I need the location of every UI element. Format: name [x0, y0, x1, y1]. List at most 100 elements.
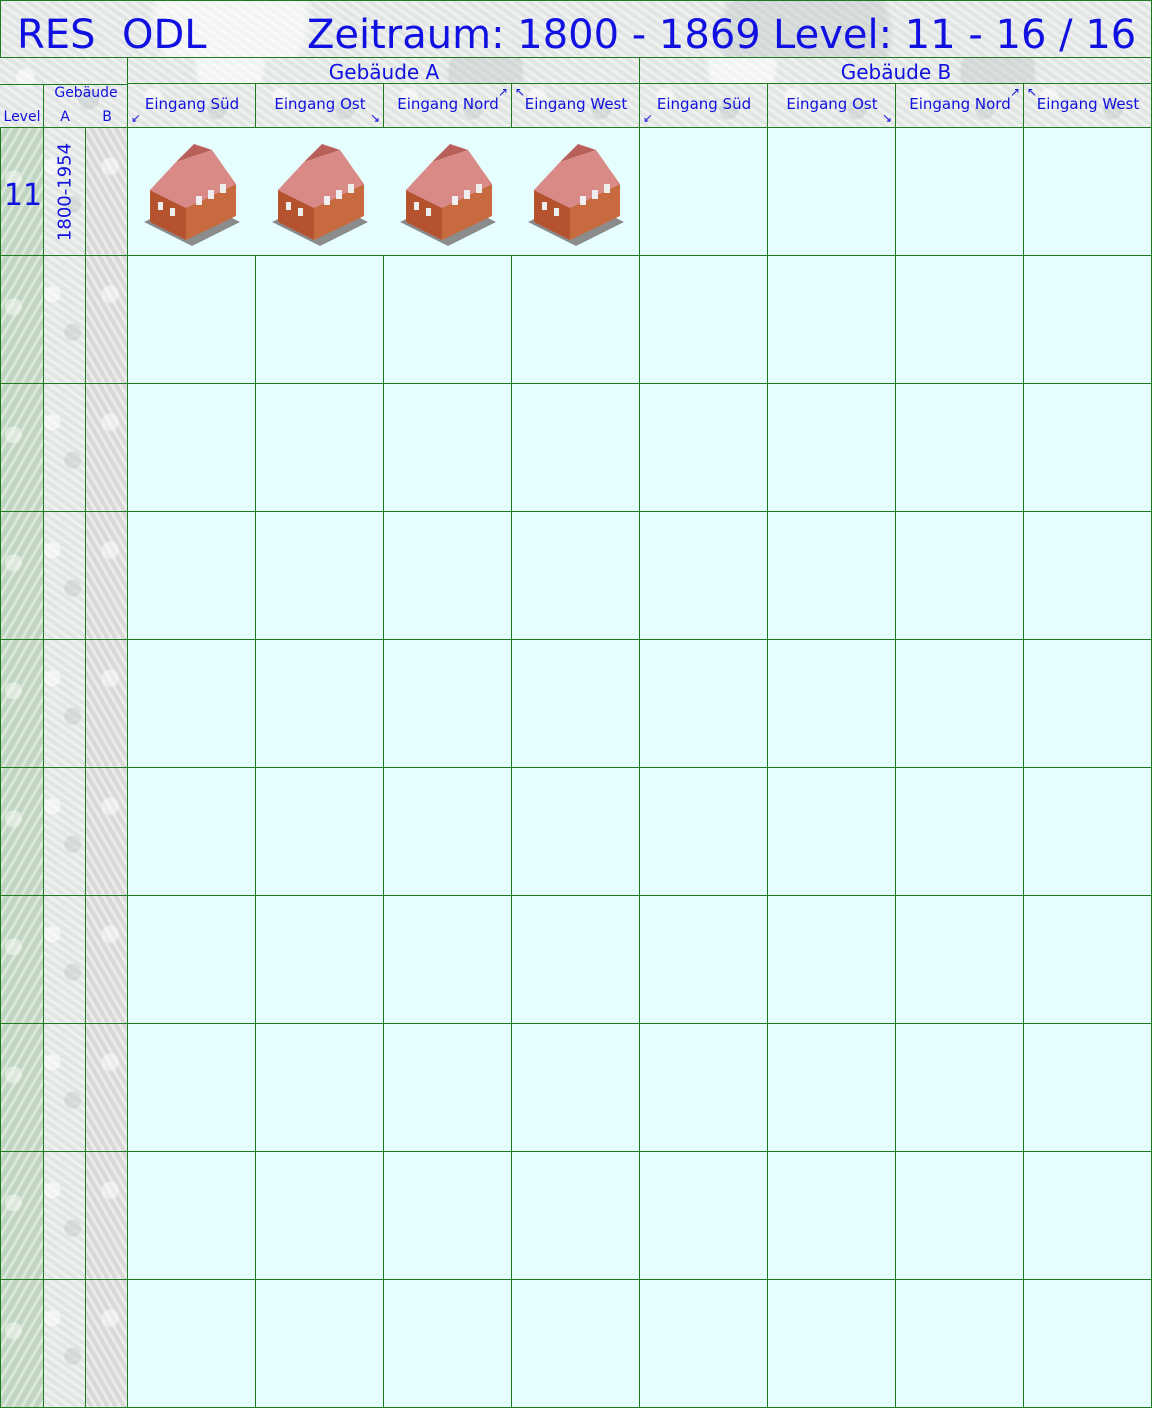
grid-cell — [896, 896, 1024, 1024]
grid-cell — [768, 256, 896, 384]
entrance-label: Eingang Süd — [144, 95, 240, 113]
year-range: 1800-1954 — [54, 142, 75, 241]
grid-cell — [1024, 1280, 1152, 1408]
level-cell — [0, 384, 44, 512]
grid-cell — [256, 768, 384, 896]
grid-cell — [512, 896, 640, 1024]
entrance-header: Eingang Süd ↙ — [640, 84, 768, 128]
level-cell — [0, 512, 44, 640]
level-cell — [0, 1152, 44, 1280]
years-a-cell — [44, 1024, 86, 1152]
building-sprite — [520, 142, 632, 254]
grid-cell — [512, 384, 640, 512]
gebaeude-header: Gebäude — [54, 85, 118, 101]
building-sprite — [392, 142, 504, 254]
level-label: Level: 11 - 16 / 16 — [773, 12, 1137, 58]
years-b-cell — [86, 1280, 128, 1408]
grid-cell — [640, 896, 768, 1024]
years-a-cell — [44, 512, 86, 640]
grid-cell — [256, 896, 384, 1024]
gebaeude-b-header: B — [102, 109, 112, 125]
grid-cell — [512, 512, 640, 640]
grid-cell — [896, 640, 1024, 768]
group-header-b: Gebäude B — [640, 58, 1152, 84]
entrance-label: Eingang West — [1036, 95, 1140, 113]
level-cell — [0, 1024, 44, 1152]
years-a-cell: 1800-1954 — [44, 128, 86, 256]
grid-cell — [256, 256, 384, 384]
entrance-label: Eingang Ost — [274, 95, 366, 113]
grid-cell — [512, 1152, 640, 1280]
grid-cell — [1024, 256, 1152, 384]
grid-cell — [896, 128, 1024, 256]
grid-cell — [384, 896, 512, 1024]
years-a-cell — [44, 640, 86, 768]
grid-cell — [640, 640, 768, 768]
grid-cell — [128, 256, 256, 384]
entrance-header: Eingang Süd ↙ — [128, 84, 256, 128]
building-sprite — [264, 142, 376, 254]
grid-cell — [768, 512, 896, 640]
grid-cell — [256, 1152, 384, 1280]
grid-cell — [384, 1024, 512, 1152]
grid-cell — [512, 768, 640, 896]
region-code: ODL — [122, 12, 207, 58]
years-a-cell — [44, 768, 86, 896]
grid-cell — [768, 128, 896, 256]
level-header-cell: Level — [0, 84, 44, 128]
grid-cell — [1024, 128, 1152, 256]
building-sprite — [136, 142, 248, 254]
grid-cell — [896, 1024, 1024, 1152]
direction-arrow-icon: ↗ — [497, 85, 508, 99]
years-b-cell — [86, 896, 128, 1024]
grid-cell — [1024, 1152, 1152, 1280]
gebaeude-a-header: A — [60, 109, 70, 125]
grid-cell — [256, 384, 384, 512]
years-b-cell — [86, 1024, 128, 1152]
entrance-header: Eingang West ↖ — [512, 84, 640, 128]
level-cell — [0, 896, 44, 1024]
grid-cell — [384, 512, 512, 640]
direction-arrow-icon: ↖ — [515, 85, 526, 99]
grid-cell — [512, 640, 640, 768]
level-cell — [0, 768, 44, 896]
grid-cell — [256, 512, 384, 640]
group-header-a: Gebäude A — [128, 58, 640, 84]
entrance-label: Eingang Ost — [786, 95, 878, 113]
grid-cell — [640, 1280, 768, 1408]
grid-cell — [768, 1280, 896, 1408]
grid-cell — [896, 1280, 1024, 1408]
grid-cell — [384, 640, 512, 768]
direction-arrow-icon: ↖ — [1027, 85, 1038, 99]
grid-cell — [640, 512, 768, 640]
title-bar: RES ODL Zeitraum: 1800 - 1869 Level: 11 … — [0, 0, 1152, 58]
years-a-cell — [44, 1280, 86, 1408]
grid-cell — [768, 640, 896, 768]
grid-cell — [128, 1024, 256, 1152]
direction-arrow-icon: ↘ — [369, 111, 380, 125]
grid-cell — [128, 384, 256, 512]
entrance-header: Eingang Ost ↘ — [256, 84, 384, 128]
grid-cell — [384, 1280, 512, 1408]
grid-cell — [128, 1152, 256, 1280]
grid-cell — [896, 768, 1024, 896]
years-b-cell — [86, 256, 128, 384]
grid-cell — [768, 768, 896, 896]
grid-cell — [256, 1024, 384, 1152]
entrance-label: Eingang Nord — [397, 95, 499, 113]
grid-cell — [128, 896, 256, 1024]
grid-cell — [640, 384, 768, 512]
building-sprites-cell — [128, 128, 640, 256]
entrance-header: Eingang Nord ↗ — [384, 84, 512, 128]
grid-cell — [896, 384, 1024, 512]
grid-cell — [1024, 768, 1152, 896]
years-b-cell — [86, 768, 128, 896]
years-a-cell — [44, 896, 86, 1024]
left-header: Level Gebäude A B — [0, 58, 128, 128]
years-b-cell — [86, 640, 128, 768]
level-cell — [0, 640, 44, 768]
years-b-cell — [86, 1152, 128, 1280]
grid-cell — [384, 1152, 512, 1280]
grid-cell — [640, 256, 768, 384]
group-label-a: Gebäude A — [328, 60, 440, 84]
